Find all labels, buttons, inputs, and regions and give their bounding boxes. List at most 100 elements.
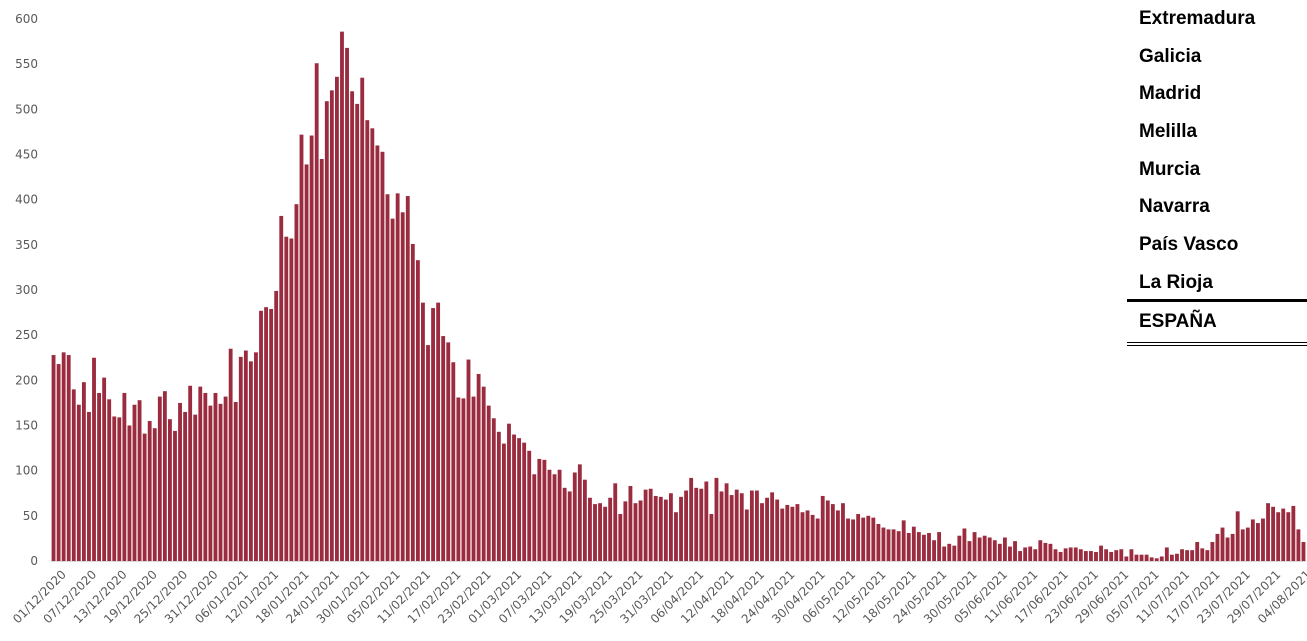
bar: [916, 532, 921, 561]
bar: [157, 396, 162, 561]
bar: [87, 411, 91, 561]
bar: [395, 193, 400, 561]
bar: [309, 135, 314, 561]
bar: [289, 238, 294, 561]
y-tick-label: 250: [15, 328, 38, 342]
bar: [238, 356, 243, 561]
bar: [598, 503, 602, 561]
bar: [142, 433, 147, 561]
bar: [213, 392, 218, 561]
bar: [967, 541, 972, 561]
bar: [1256, 523, 1260, 561]
bar: [1266, 503, 1270, 561]
bar: [112, 416, 117, 561]
bar: [547, 469, 552, 561]
bar: [1180, 549, 1184, 561]
bar: [1033, 549, 1038, 561]
bar: [663, 499, 668, 561]
bar: [1119, 549, 1124, 561]
bar: [1154, 558, 1159, 561]
bar: [476, 374, 481, 561]
bar: [1185, 550, 1190, 561]
bar: [1073, 547, 1078, 561]
bar: [243, 350, 248, 561]
bar: [1083, 551, 1088, 561]
region-navarra: Navarra: [1139, 196, 1210, 218]
bar: [876, 523, 881, 561]
bar: [795, 504, 800, 561]
bar: [486, 405, 491, 561]
bar: [1124, 556, 1129, 561]
bar: [835, 510, 840, 561]
bar: [785, 504, 790, 561]
bar: [380, 151, 385, 562]
bar: [1276, 512, 1281, 561]
bar: [1159, 556, 1164, 561]
bar: [871, 517, 876, 561]
x-axis-ticks: 01/12/202007/12/202013/12/202019/12/2020…: [10, 567, 1307, 626]
region-murcia: Murcia: [1139, 158, 1201, 180]
bar: [861, 517, 866, 561]
y-tick-label: 400: [15, 193, 38, 207]
bar: [132, 404, 137, 561]
y-tick-label: 500: [15, 102, 38, 116]
bar: [173, 430, 177, 561]
bar: [1104, 549, 1109, 561]
y-tick-label: 600: [15, 12, 38, 26]
bar: [1200, 548, 1205, 561]
bar: [1048, 543, 1053, 561]
bar: [319, 159, 324, 561]
bar: [648, 488, 653, 561]
bar: [1129, 549, 1134, 561]
bar: [127, 425, 132, 561]
bar: [350, 91, 355, 562]
bar: [932, 540, 936, 561]
bar: [198, 386, 203, 561]
bar: [254, 352, 258, 561]
bar: [947, 543, 952, 561]
bar: [1053, 549, 1058, 561]
bar: [501, 443, 506, 561]
bar: [972, 532, 977, 561]
bar: [461, 398, 466, 561]
bar: [562, 487, 567, 561]
bar: [704, 481, 709, 561]
bar: [471, 396, 476, 561]
bar: [658, 496, 663, 561]
bar: [223, 396, 228, 561]
bar: [896, 531, 901, 561]
region-extremadura: Extremadura: [1139, 8, 1256, 29]
bar: [1245, 527, 1250, 561]
bar: [1109, 551, 1114, 561]
bar: [415, 260, 420, 561]
region-la-rioja: La Rioja: [1127, 264, 1307, 302]
bar: [760, 503, 764, 561]
y-tick-label: 350: [15, 238, 38, 252]
bar: [355, 103, 360, 561]
bar: [122, 392, 127, 561]
bar: [208, 405, 213, 561]
bar: [1240, 529, 1245, 561]
bar: [906, 533, 911, 561]
bar: [233, 402, 238, 561]
bar: [577, 464, 582, 561]
bar: [1144, 554, 1149, 561]
bar: [496, 431, 501, 561]
bar: [1235, 511, 1240, 561]
bar: [689, 477, 694, 561]
y-tick-label: 50: [23, 509, 38, 523]
bar: [334, 76, 339, 561]
bar: [107, 399, 112, 561]
bar: [810, 514, 815, 561]
y-tick-label: 0: [30, 554, 38, 568]
bar: [512, 434, 516, 561]
bar: [507, 423, 511, 561]
bar: [340, 31, 344, 561]
bar: [390, 218, 395, 561]
bar: [370, 128, 375, 562]
bar: [927, 533, 931, 561]
bar: [1058, 551, 1063, 561]
bar: [61, 352, 66, 561]
bar: [542, 459, 547, 561]
